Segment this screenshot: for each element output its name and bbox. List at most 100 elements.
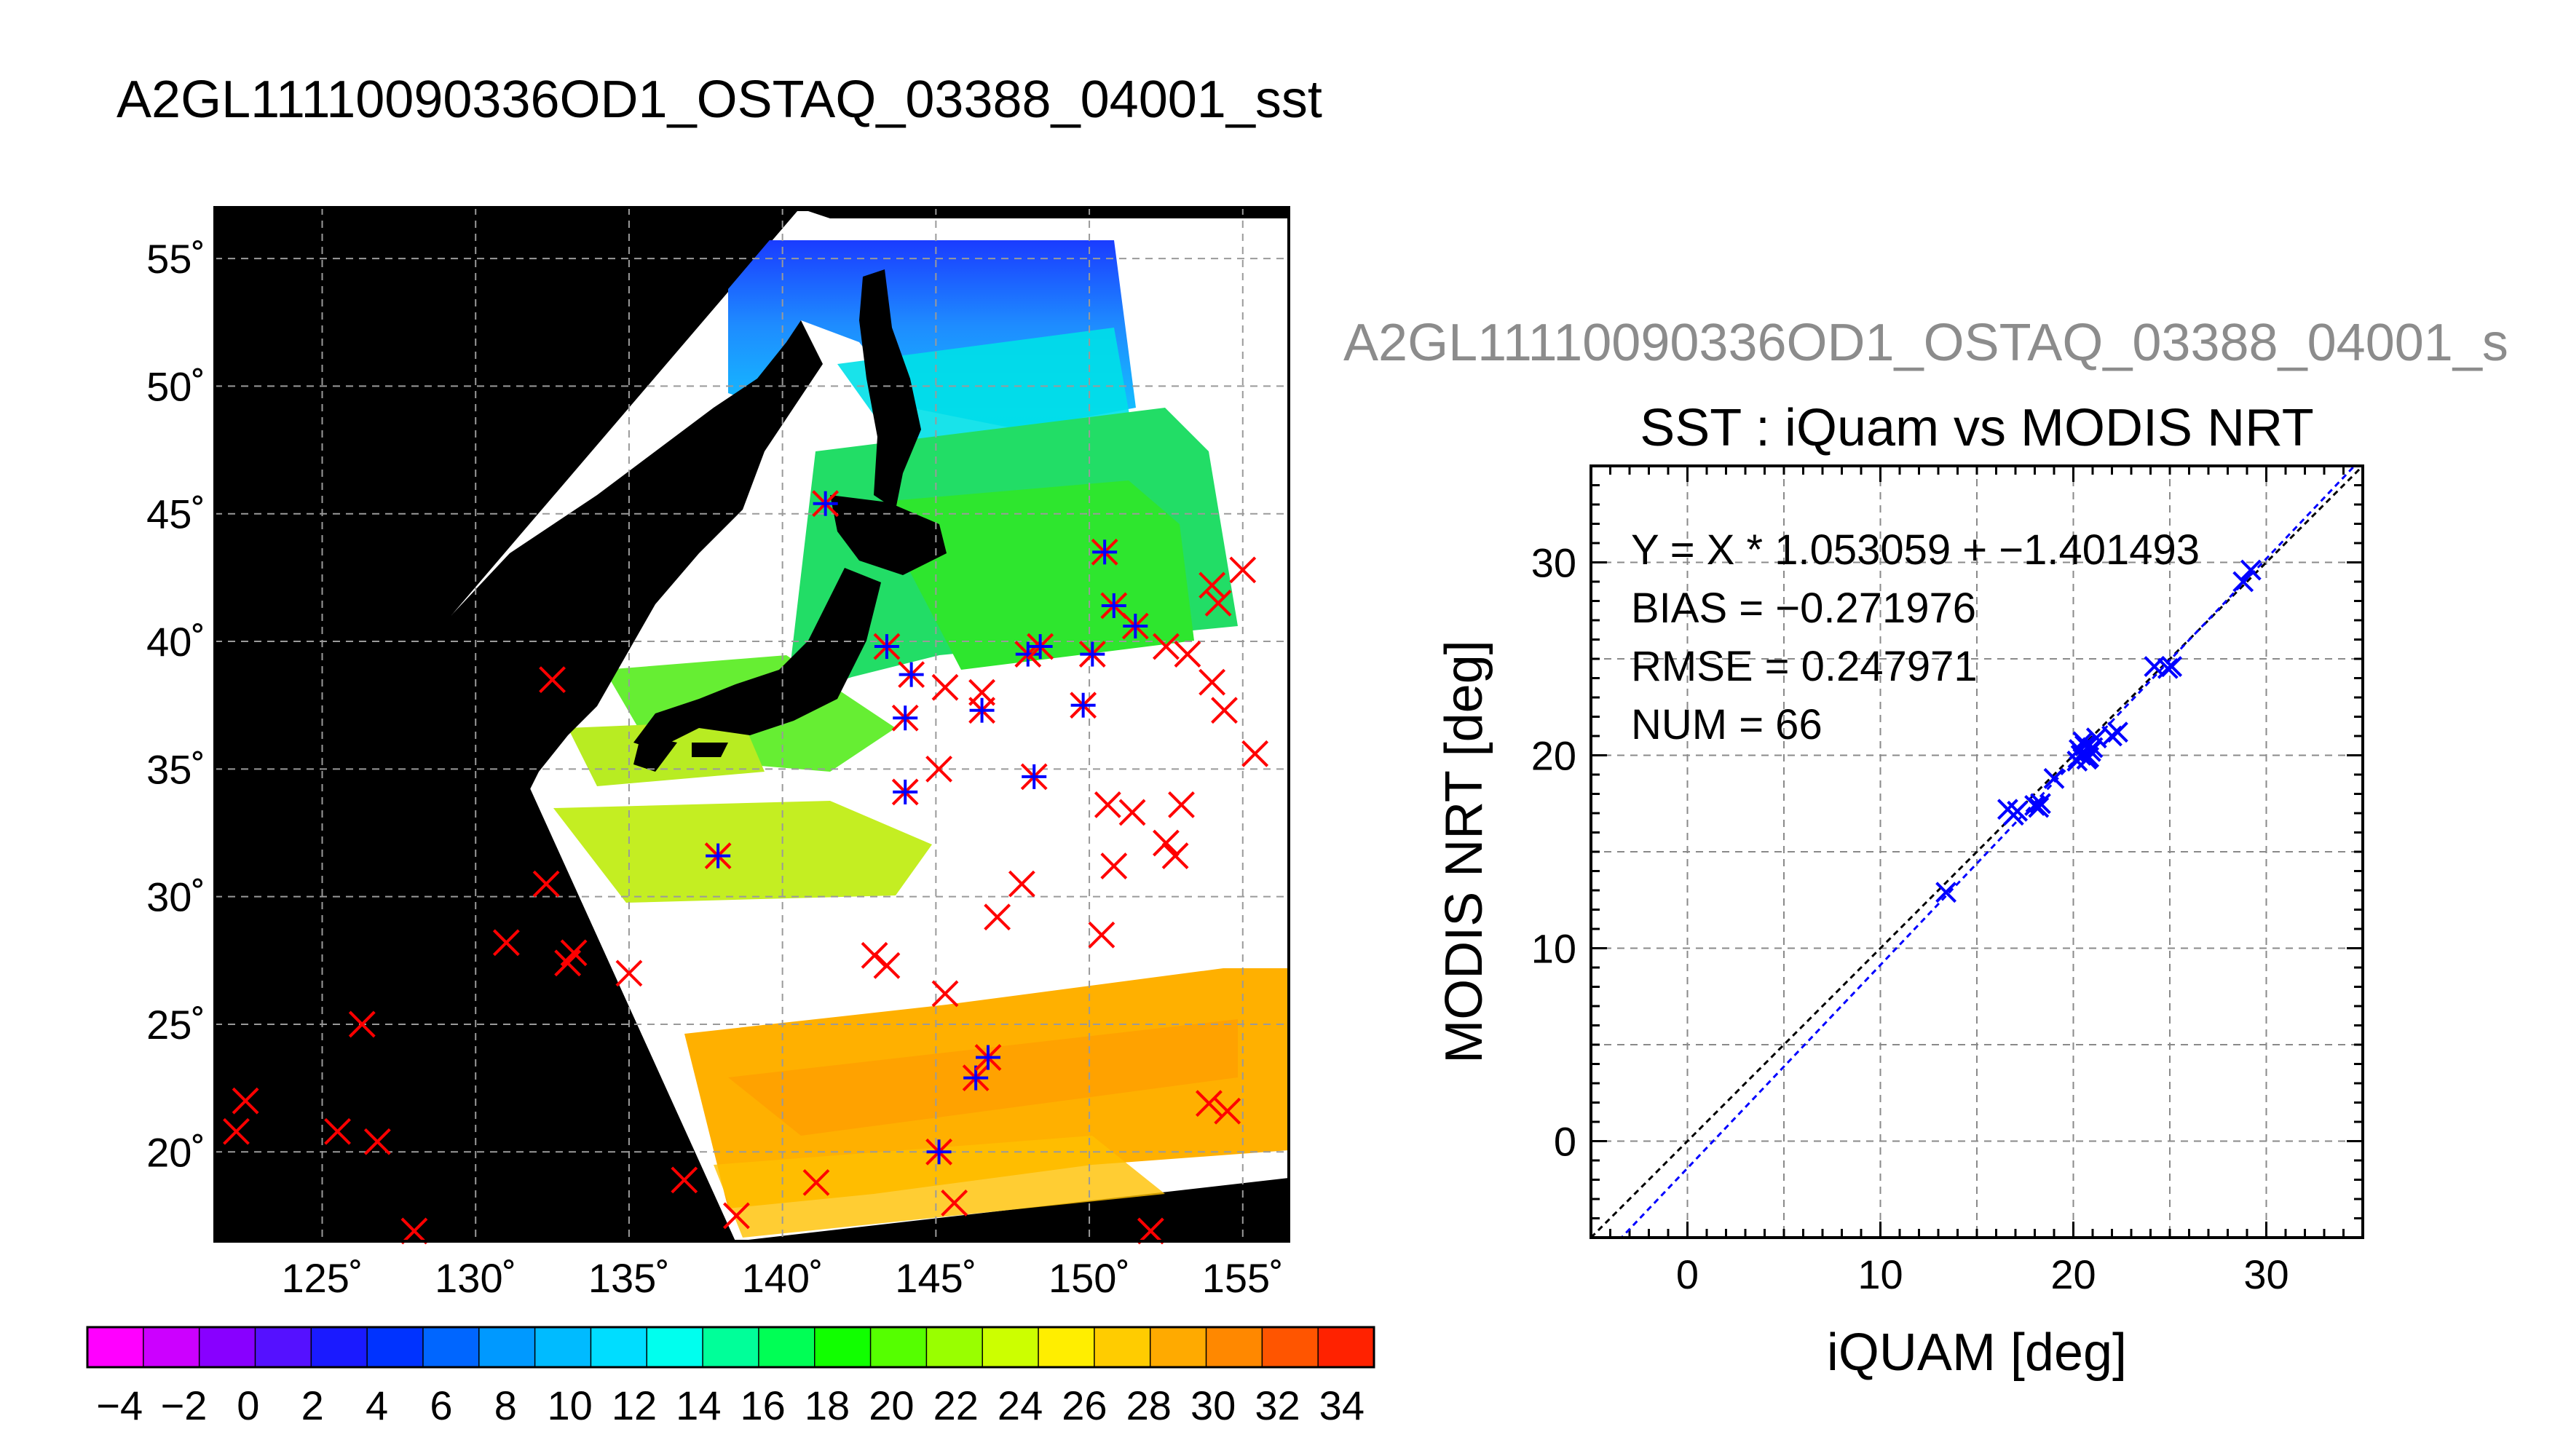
colorbar-tick-label: 16 — [741, 1382, 786, 1428]
modis-iquam-match-marker — [962, 1064, 990, 1092]
iquam-match-marker-stroke — [671, 1166, 698, 1194]
modis-iquam-match-marker — [974, 1044, 1002, 1071]
iquam-match-marker-stroke — [1088, 921, 1115, 949]
secondary-figure-title: A2GL11110090336OD1_OSTAQ_03388_04001_s — [1343, 314, 2508, 372]
iquam-match-marker-stroke — [1137, 1217, 1164, 1245]
outside-swath — [215, 207, 797, 1241]
colorbar-frame — [86, 1326, 1375, 1369]
scatter-point-stroke — [1935, 882, 1957, 903]
colorbar-cell — [870, 1327, 927, 1367]
iquam-match-marker — [1094, 791, 1121, 818]
iquam-match-marker — [873, 951, 901, 979]
y-tick-label: 30 — [1531, 540, 1576, 586]
scatter-point — [2076, 748, 2098, 770]
scatter-point-stroke — [2161, 656, 2183, 678]
longitude-label: 125˚ — [281, 1255, 363, 1301]
scatter-y-tick-labels: 0 10 20 30 — [1531, 540, 1576, 1165]
iquam-match-marker — [363, 1128, 391, 1155]
iquam-match-marker — [348, 1010, 376, 1038]
iquam-match-marker — [861, 941, 888, 969]
modis-iquam-match-marker — [1020, 763, 1048, 791]
figure-title: A2GL11110090336OD1_OSTAQ_03388_04001_sst — [117, 71, 1322, 129]
colorbar-cell — [311, 1327, 368, 1367]
colorbar-tick-label: 6 — [430, 1382, 452, 1428]
iquam-match-marker — [1161, 842, 1189, 869]
colorbar-tick-label: 34 — [1319, 1382, 1365, 1428]
iquam-match-marker — [1008, 870, 1035, 898]
modis-iquam-match-marker — [1121, 612, 1149, 640]
colorbar-tick-label: 12 — [612, 1382, 657, 1428]
y-tick-label: 20 — [1531, 733, 1576, 779]
colorbar-cell — [703, 1327, 759, 1367]
colorbar-tick-label: 14 — [676, 1382, 721, 1428]
longitude-label: 130˚ — [435, 1255, 516, 1301]
iquam-match-marker — [539, 666, 566, 694]
colorbar-cell — [926, 1327, 983, 1367]
iquam-match-marker-stroke — [1204, 590, 1232, 617]
sst-colorbar: −4 −2 0 2 4 6 8 10 12 14 16 18 20 22 24 26 28 30 32 34 — [86, 1326, 1375, 1428]
iquam-match-marker-stroke — [615, 960, 643, 987]
latitude-label: 50˚ — [146, 363, 205, 409]
iquam-match-marker — [1198, 571, 1226, 599]
fit-statistics: Y = X * 1.053059 + −1.401493 BIAS = −0.27… — [1631, 526, 2200, 748]
iquam-match-marker-stroke — [1211, 697, 1238, 724]
iquam-match-marker — [1241, 740, 1269, 767]
fit-statistic-line: RMSE = 0.247971 — [1631, 643, 1978, 690]
scatter-point — [2030, 793, 2051, 815]
scatter-point-stroke — [2030, 793, 2051, 815]
land-kyushu — [633, 735, 677, 772]
scatter-point — [1935, 882, 1957, 903]
colorbar-cell — [534, 1327, 591, 1367]
scatter-point — [2107, 721, 2128, 743]
colorbar-cell — [199, 1327, 256, 1367]
modis-iquam-match-marker — [1091, 538, 1118, 566]
scatter-point — [2232, 571, 2254, 593]
sst-swath — [215, 207, 1289, 1241]
scatter-grid — [1591, 466, 2363, 1238]
iquam-match-marker-stroke — [1229, 556, 1257, 584]
iquam-match-marker-stroke — [802, 1168, 830, 1196]
longitude-label: 145˚ — [895, 1255, 976, 1301]
colorbar-tick-label: −2 — [161, 1382, 208, 1428]
iquam-match-marker — [324, 1117, 351, 1145]
scatter-y-axis-label: MODIS NRT [deg] — [1435, 640, 1493, 1064]
colorbar-tick-label: 26 — [1062, 1382, 1107, 1428]
sst-green-water-2 — [874, 480, 1194, 670]
map-frame — [213, 206, 1290, 1243]
colorbar-cell — [1262, 1327, 1319, 1367]
iquam-match-marker — [1229, 556, 1257, 584]
colorbar-tick-label: 20 — [869, 1382, 914, 1428]
iquam-match-marker-stroke — [1094, 791, 1121, 818]
colorbar-cell — [647, 1327, 703, 1367]
land-asia-continent — [451, 320, 823, 844]
colorbar-cell — [982, 1327, 1039, 1367]
iquam-match-marker-stroke — [873, 951, 901, 979]
colorbar-cell — [1038, 1327, 1095, 1367]
scatter-points-layer — [1935, 559, 2262, 903]
colorbar-tick-label: 2 — [301, 1382, 324, 1428]
latitude-labels: 55˚ 50˚ 45˚ 40˚ 35˚ 30˚ 25˚ 20˚ — [146, 236, 205, 1175]
colorbar-cell — [1318, 1327, 1375, 1367]
iquam-match-marker-stroke — [324, 1117, 351, 1145]
scatter-frame — [1590, 464, 2364, 1239]
iquam-match-marker-stroke — [1161, 842, 1189, 869]
land-shikoku — [692, 743, 728, 757]
identity-line — [1591, 466, 2363, 1238]
colorbar-tick-label: 30 — [1190, 1382, 1236, 1428]
land-sakhalin — [859, 269, 921, 510]
iquam-match-marker-stroke — [1168, 791, 1195, 818]
colorbar-cell — [1150, 1327, 1207, 1367]
fit-statistic-line: NUM = 66 — [1631, 701, 1823, 748]
y-tick-label: 0 — [1554, 1119, 1576, 1165]
iquam-match-marker — [1168, 791, 1195, 818]
iquam-match-marker-stroke — [1196, 1090, 1223, 1117]
scatter-point-stroke — [2240, 559, 2262, 581]
iquam-match-marker — [931, 673, 959, 701]
fit-statistic-line: BIAS = −0.271976 — [1631, 585, 1976, 632]
sst-yellowgreen-water — [553, 801, 932, 903]
iquam-match-marker — [223, 1117, 250, 1145]
latitude-label: 40˚ — [146, 619, 205, 665]
iquam-match-marker-stroke — [1198, 668, 1226, 696]
modis-iquam-match-marker — [1027, 633, 1054, 660]
iquam-match-marker-stroke — [1100, 852, 1128, 880]
